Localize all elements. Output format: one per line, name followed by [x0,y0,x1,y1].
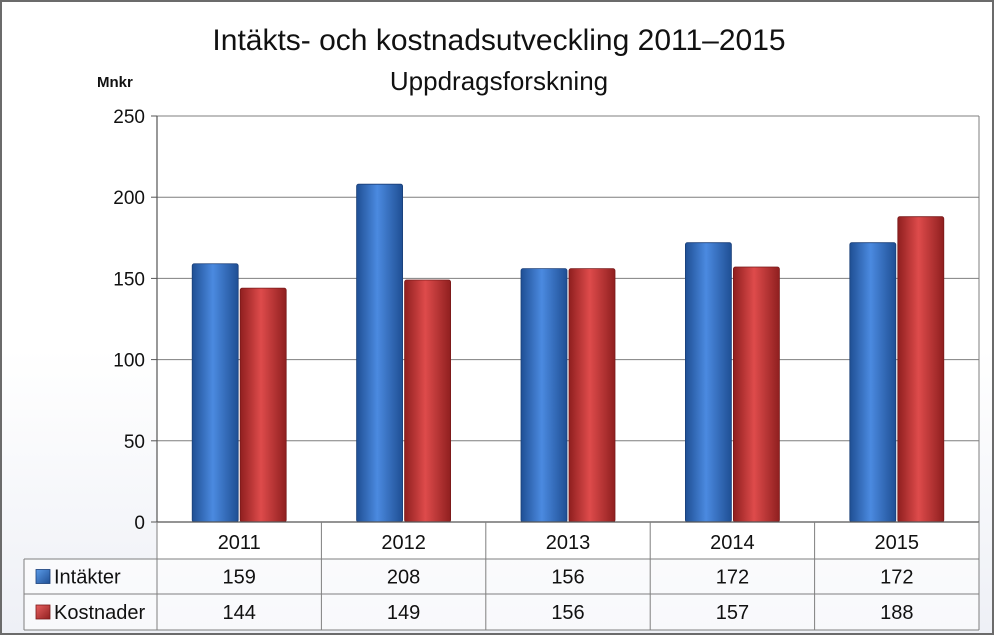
bar-intäkter-2011 [191,263,239,523]
chart-title: Intäkts- och kostnadsutveckling 2011–201… [212,24,786,57]
bar-kostnader-2011 [239,287,287,523]
y-tick-label: 200 [113,188,145,209]
x-tick-label: 2012 [381,532,426,554]
data-label: 188 [880,602,913,624]
y-tick-label: 250 [113,107,145,128]
bar-intäkter-2015 [849,242,897,523]
y-axis-label: Mnkr [97,74,133,91]
y-tick-label: 150 [113,269,145,290]
bar-intäkter-2013 [520,268,568,523]
bar-kostnader-2012 [404,279,452,523]
data-label: 144 [223,602,256,624]
data-table: 2011 2012 2013 2014 2015 Intäkter 159 208 156 172… [23,521,980,631]
data-label: 149 [387,602,420,624]
data-label: 156 [551,602,584,624]
gridlines [157,115,979,523]
legend-label-kostnader: Kostnader [54,602,146,624]
bar-kostnader-2015 [897,216,945,523]
bar-intäkter-2014 [685,242,732,523]
table-header-row [157,522,979,559]
bar-intäkter-2012 [356,183,404,523]
plot-area [157,116,979,522]
data-label: 208 [387,567,420,589]
x-tick-label: 2013 [546,532,591,554]
x-tick-label: 2015 [875,532,920,554]
data-label: 156 [551,567,584,589]
data-label: 172 [880,567,913,589]
y-tick-label: 0 [134,513,145,534]
chart-subtitle: Uppdragsforskning [389,66,609,96]
y-tick-label: 100 [113,351,145,372]
bar-kostnader-2014 [733,266,780,523]
legend-label-intäkter: Intäkter [54,567,121,589]
bars [191,183,945,523]
x-tick-label: 2011 [218,532,261,554]
legend-swatch-kostnader [35,604,51,620]
data-label: 172 [716,567,749,589]
data-label: 157 [716,602,749,624]
legend-swatch-intäkter [35,569,51,584]
bar-kostnader-2013 [568,268,616,523]
data-label: 159 [223,567,256,589]
y-tick-label: 50 [124,432,145,453]
axes: 0 50 100 150 200 250 [113,107,980,534]
x-tick-label: 2014 [710,532,755,554]
